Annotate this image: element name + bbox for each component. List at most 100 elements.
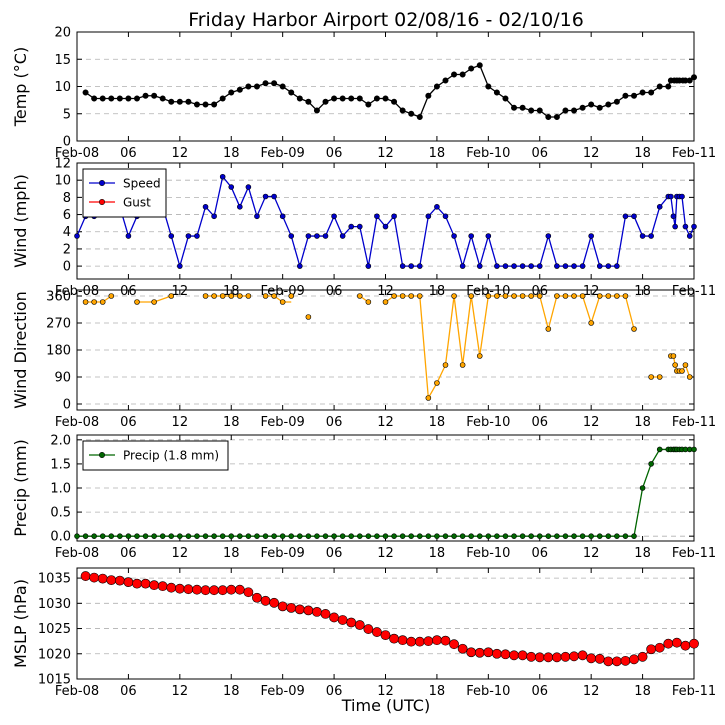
temp-xtick-label: 18 <box>429 146 446 161</box>
direction-data-point <box>442 362 449 368</box>
precip-data-point <box>554 533 560 539</box>
wind-data-point <box>614 263 620 269</box>
direction-data-point <box>536 293 543 299</box>
temp-data-point <box>288 89 295 96</box>
mslp-data-point <box>620 655 631 666</box>
direction-xtick-label: 18 <box>429 415 446 430</box>
mslp-data-point <box>551 652 562 663</box>
precip-data-point <box>579 533 586 539</box>
precip-xtick-label: 12 <box>377 546 394 561</box>
mslp-data-point <box>372 627 382 637</box>
mslp-data-point <box>406 636 417 647</box>
mslp-ytick-label: 1015 <box>38 673 71 688</box>
temp-data-point <box>579 104 586 111</box>
wind-data-point <box>348 223 355 230</box>
direction-data-point <box>485 293 492 299</box>
direction-data-point <box>502 293 509 299</box>
precip-data-point <box>262 533 269 539</box>
wind-data-point <box>279 213 286 220</box>
wind-y-axis-label: Wind (mph) <box>11 174 30 268</box>
precip-ytick-label: 2.0 <box>50 433 71 448</box>
mslp-data-point <box>637 651 648 662</box>
mslp-xtick-label: Feb-10 <box>466 684 510 699</box>
mslp-ytick-label: 1035 <box>38 572 71 587</box>
precip-xtick-label: Feb-11 <box>672 546 716 561</box>
temp-data-point <box>536 107 543 114</box>
precip-data-point <box>416 533 423 539</box>
mslp-data-point <box>243 587 254 598</box>
temp-data-point <box>219 95 226 102</box>
temp-data-point <box>528 107 535 114</box>
wind-data-point <box>356 223 363 230</box>
mslp-data-point <box>680 640 691 651</box>
temp-data-point <box>605 101 612 108</box>
direction-data-point <box>108 293 115 299</box>
mslp-data-point <box>346 617 357 628</box>
wind-data-point <box>74 233 80 239</box>
direction-data-point <box>262 293 269 299</box>
temp-data-point <box>433 83 440 90</box>
mslp-data-point <box>380 630 391 640</box>
direction-data-point <box>605 293 612 299</box>
temp-data-point <box>571 107 578 114</box>
wind-data-point <box>399 263 406 269</box>
mslp-data-point <box>603 656 614 667</box>
wind-data-point <box>211 213 217 220</box>
wind-data-point <box>125 233 132 239</box>
precip-data-point <box>108 533 115 539</box>
mslp-y-axis-label: MSLP (hPa) <box>11 579 30 668</box>
temp-xtick-label: 18 <box>223 146 240 161</box>
wind-data-point <box>331 213 337 220</box>
temp-data-point <box>176 98 183 105</box>
wind-data-point <box>365 263 372 269</box>
wind-legend-marker <box>99 199 106 206</box>
temp-data-point <box>271 80 278 87</box>
mslp-data-point <box>397 635 408 646</box>
mslp-data-point <box>157 581 168 592</box>
wind-legend-label: Speed <box>123 177 161 191</box>
temp-data-point <box>596 104 603 111</box>
precip-data-point <box>365 533 372 539</box>
wind-data-point <box>237 204 243 210</box>
temp-data-point <box>202 101 209 108</box>
temp-data-point <box>296 95 303 102</box>
precip-data-point <box>656 446 663 453</box>
precip-data-point <box>571 533 577 539</box>
precip-xtick-label: 18 <box>634 546 651 561</box>
precip-data-point <box>588 533 594 539</box>
temp-ytick-label: 0 <box>63 135 71 150</box>
temp-ytick-label: 5 <box>63 107 71 122</box>
temp-data-point <box>253 83 260 90</box>
direction-ytick-label: 90 <box>54 371 71 386</box>
temp-data-point <box>476 62 483 69</box>
mslp-data-point <box>252 592 262 603</box>
mslp-ytick-label: 1030 <box>38 597 71 612</box>
wind-data-point <box>679 193 685 200</box>
temp-data-point <box>451 71 458 78</box>
wind-data-point <box>596 263 603 269</box>
mslp-ytick-label: 1025 <box>38 622 71 637</box>
mslp-xtick-label: 18 <box>223 684 240 699</box>
wind-data-point <box>502 263 509 269</box>
wind-data-point <box>245 184 252 190</box>
direction-data-point <box>571 293 577 299</box>
wind-data-point <box>605 263 612 269</box>
mslp-data-point <box>80 571 91 581</box>
direction-ytick-label: 0 <box>63 398 71 413</box>
temp-data-point <box>631 92 638 99</box>
wind-data-point <box>202 204 209 210</box>
mslp-data-point <box>277 601 288 612</box>
panel-precip: 0.0 0.5 1.0 1.5 2.0 Feb-08 06 12 18 Feb-09 06 12 18 F… <box>11 433 716 561</box>
temp-data-point <box>142 92 149 99</box>
direction-ytick-label: 360 <box>46 290 71 305</box>
mslp-data-point <box>200 585 211 596</box>
direction-xtick-label: 12 <box>583 415 600 430</box>
temp-xtick-label: Feb-09 <box>261 146 305 161</box>
temp-data-point <box>168 98 175 105</box>
direction-data-point <box>399 293 406 299</box>
precip-series-precip <box>74 446 697 539</box>
direction-data-point <box>425 395 432 401</box>
precip-data-point <box>691 446 697 453</box>
